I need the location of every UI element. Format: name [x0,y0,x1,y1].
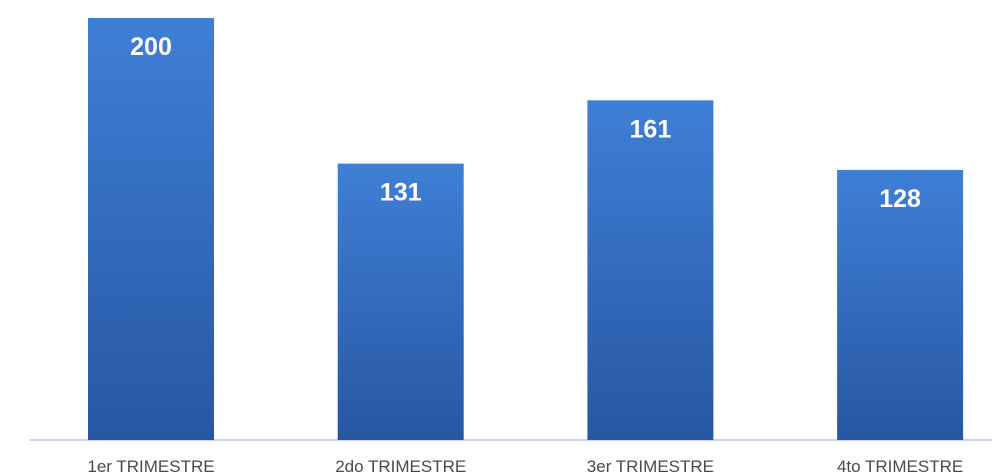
bar-value-label-4: 128 [879,185,921,213]
bar-2 [337,163,464,440]
bar-1 [88,18,214,440]
x-tick-label-3: 3er TRIMESTRE [587,457,714,476]
bar-3 [587,100,714,441]
bar-4 [837,169,964,440]
bar-value-label-1: 200 [130,33,172,61]
bar-value-label-3: 161 [630,115,672,143]
x-tick-label-2: 2do TRIMESTRE [335,457,466,476]
x-tick-label-4: 4to TRIMESTRE [837,457,963,476]
x-tick-label-1: 1er TRIMESTRE [87,457,214,476]
value-labels-group: 200 131 161 128 [130,33,921,213]
tick-labels-group: 1er TRIMESTRE 2do TRIMESTRE 3er TRIMESTRE 4… [87,457,963,476]
bar-value-label-2: 131 [380,179,422,207]
bars-group [88,18,964,441]
